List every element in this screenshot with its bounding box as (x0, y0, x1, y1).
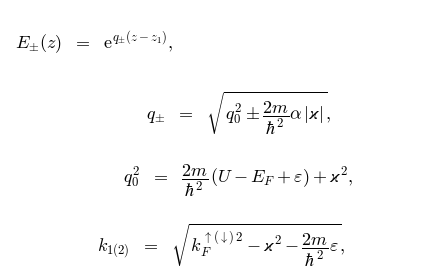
Text: $E_{\pm}(z)\ \ =\ \ \mathrm{e}^{q_{\pm}(z-z_1)},$: $E_{\pm}(z)\ \ =\ \ \mathrm{e}^{q_{\pm}(… (15, 29, 173, 56)
Text: $q_0^2\ \ =\ \ \dfrac{2m}{\hbar^2}\,(U - E_F + \varepsilon) + \varkappa^2,$: $q_0^2\ \ =\ \ \dfrac{2m}{\hbar^2}\,(U -… (123, 162, 354, 198)
Text: $q_{\pm}\ \ =\ \ \sqrt{q_0^2 \pm \dfrac{2m}{\hbar^2}\alpha\,|\varkappa|},$: $q_{\pm}\ \ =\ \ \sqrt{q_0^2 \pm \dfrac{… (146, 90, 331, 137)
Text: $k_{1(2)}\ \ =\ \ \sqrt{k_F^{\uparrow(\downarrow)\,2} - \varkappa^2 - \dfrac{2m}: $k_{1(2)}\ \ =\ \ \sqrt{k_F^{\uparrow(\d… (97, 222, 345, 269)
